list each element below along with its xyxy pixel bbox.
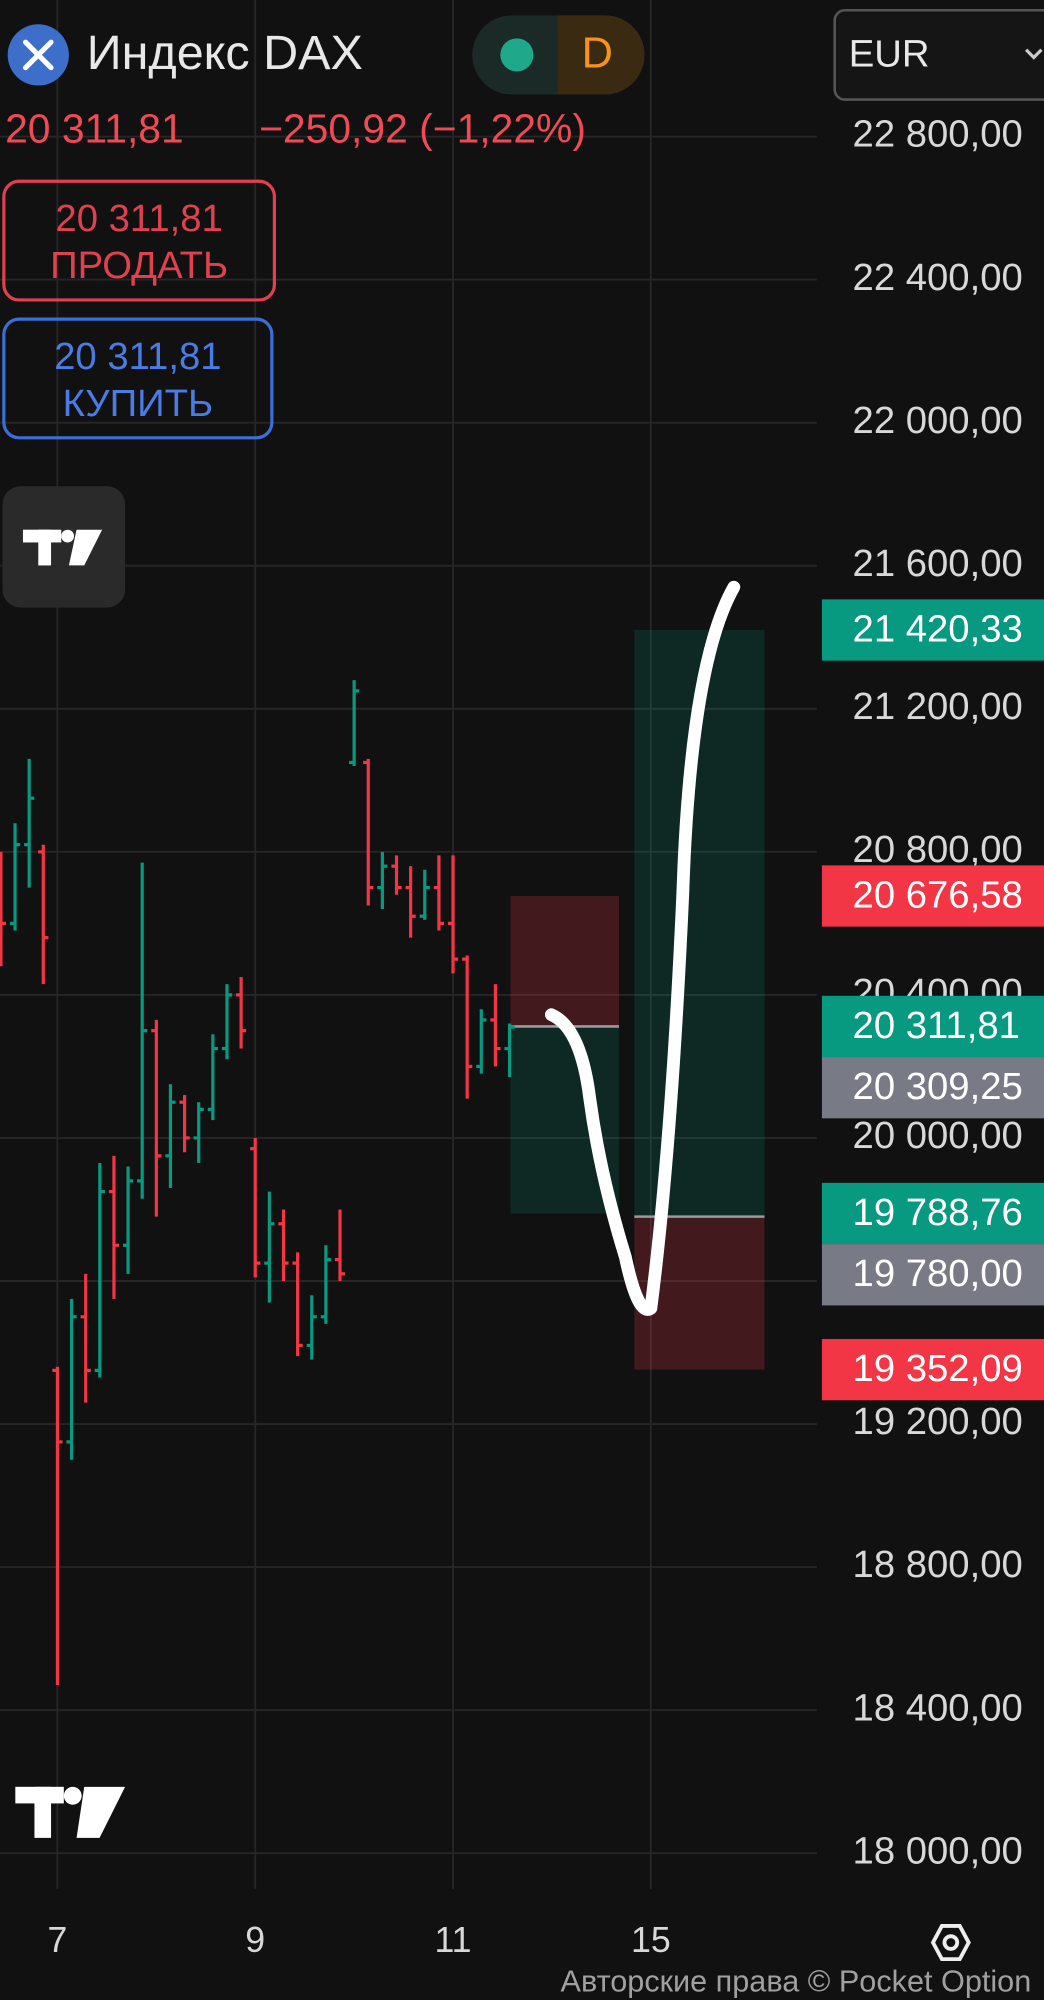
watermark-logo [15, 1786, 126, 1838]
x-tick-label: 11 [434, 1920, 471, 1960]
copyright: Авторские права © Pocket Option [561, 1964, 1032, 1998]
price-tag [821, 1182, 1044, 1245]
mode-label: D [582, 30, 613, 78]
price-tag-label: 20 309,25 [853, 1065, 1023, 1108]
logo-glyph [22, 529, 103, 566]
buy-button[interactable]: 20 311,81 КУПИТЬ [2, 317, 274, 440]
buy-price: 20 311,81 [54, 335, 221, 378]
sell-box[interactable] [2, 179, 276, 302]
sell-label: ПРОДАТЬ [50, 244, 228, 287]
price-tag-label: 21 420,33 [853, 607, 1023, 650]
y-tick-label: 21 200,00 [853, 685, 1023, 728]
sell-button[interactable]: 20 311,81 ПРОДАТЬ [2, 179, 276, 302]
price-tag [821, 599, 1044, 661]
hand-drawn-stroke [544, 580, 741, 1316]
price-tag [821, 1057, 1044, 1119]
last-price: 20 311,81 [5, 105, 184, 151]
y-tick-label: 20 800,00 [853, 828, 1023, 871]
bars [0, 680, 515, 1686]
instrument-title: Индекс DAX [87, 26, 363, 80]
x-tick-label: 9 [245, 1920, 265, 1960]
price-tags: 21 420,33 20 676,58 20 311,81 20 309,25 19 7… [821, 599, 1044, 1401]
y-tick-label: 19 200,00 [853, 1400, 1023, 1443]
buy-label: КУПИТЬ [63, 382, 214, 425]
price-tag [821, 1244, 1044, 1306]
toggle-dot [500, 38, 534, 72]
currency-select[interactable]: EUR [833, 8, 1044, 101]
price-tag [821, 865, 1044, 927]
price-change: −250,92 (−1,22%) [259, 105, 586, 151]
tradingview-button[interactable] [2, 486, 126, 608]
sell-price: 20 311,81 [55, 197, 222, 240]
y-tick-label: 18 800,00 [853, 1543, 1023, 1586]
price-tag-label: 19 788,76 [853, 1191, 1023, 1234]
price-tag-label: 20 676,58 [853, 873, 1023, 916]
mode-toggle[interactable]: D [472, 15, 645, 95]
chevron [1025, 48, 1043, 60]
y-tick-label: 21 600,00 [853, 542, 1023, 585]
y-tick-label: 20 000,00 [853, 1114, 1023, 1157]
price-tag [821, 995, 1044, 1058]
settings-center [942, 1934, 960, 1951]
price-tag-label: 20 311,81 [853, 1004, 1020, 1047]
y-tick-label: 18 000,00 [853, 1829, 1023, 1872]
price-tag [821, 1339, 1044, 1401]
y-tick-label: 18 400,00 [853, 1686, 1023, 1729]
grid [0, 0, 817, 1889]
settings-button[interactable] [930, 1924, 971, 1962]
currency-label: EUR [849, 32, 930, 75]
close-glyph [22, 39, 54, 71]
y-tick-label: 22 400,00 [853, 256, 1023, 299]
y-tick-label: 22 800,00 [853, 113, 1023, 156]
close-button[interactable] [7, 24, 69, 86]
x-tick-label: 7 [47, 1920, 67, 1960]
logo-box[interactable] [2, 486, 126, 608]
buy-box[interactable] [2, 317, 274, 440]
settings-icon[interactable] [930, 1924, 971, 1962]
y-tick-label: 22 000,00 [853, 399, 1023, 442]
currency-box[interactable] [833, 8, 1044, 101]
price-tag-label: 19 780,00 [853, 1252, 1023, 1295]
position-zone [510, 895, 619, 1027]
x-tick-label: 15 [631, 1920, 671, 1960]
price-tag-label: 19 352,09 [853, 1347, 1023, 1390]
toggle-right [557, 15, 645, 95]
